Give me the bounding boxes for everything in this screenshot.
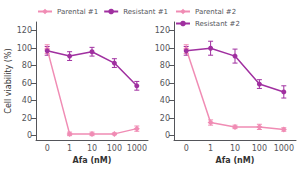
svg-text:1: 1	[208, 144, 213, 153]
svg-text:100: 100	[17, 44, 32, 53]
svg-text:20: 20	[160, 114, 170, 123]
svg-text:80: 80	[160, 61, 170, 70]
svg-text:40: 40	[160, 96, 170, 105]
svg-text:10: 10	[230, 144, 240, 153]
svg-text:Resistant #2: Resistant #2	[195, 20, 240, 28]
svg-text:0: 0	[184, 144, 189, 153]
svg-text:1000: 1000	[274, 144, 294, 153]
svg-text:Afa (nM): Afa (nM)	[73, 156, 112, 165]
svg-text:100: 100	[155, 44, 170, 53]
svg-text:0: 0	[27, 131, 32, 140]
svg-text:Parental #2: Parental #2	[195, 8, 236, 16]
svg-text:20: 20	[22, 114, 32, 123]
svg-text:10: 10	[87, 144, 97, 153]
svg-text:0: 0	[45, 144, 50, 153]
svg-text:1000: 1000	[127, 144, 147, 153]
svg-text:0: 0	[165, 131, 170, 140]
svg-text:100: 100	[252, 144, 267, 153]
svg-text:Cell viability (%): Cell viability (%)	[4, 48, 13, 113]
svg-text:120: 120	[155, 26, 170, 35]
svg-text:80: 80	[22, 61, 32, 70]
svg-text:100: 100	[107, 144, 122, 153]
svg-text:1: 1	[67, 144, 72, 153]
svg-text:60: 60	[22, 79, 32, 88]
svg-text:Parental #1: Parental #1	[57, 8, 98, 16]
svg-text:Resistant #1: Resistant #1	[123, 8, 168, 16]
svg-text:60: 60	[160, 79, 170, 88]
svg-text:120: 120	[17, 26, 32, 35]
svg-text:40: 40	[22, 96, 32, 105]
svg-text:Afa (nM): Afa (nM)	[216, 156, 255, 165]
